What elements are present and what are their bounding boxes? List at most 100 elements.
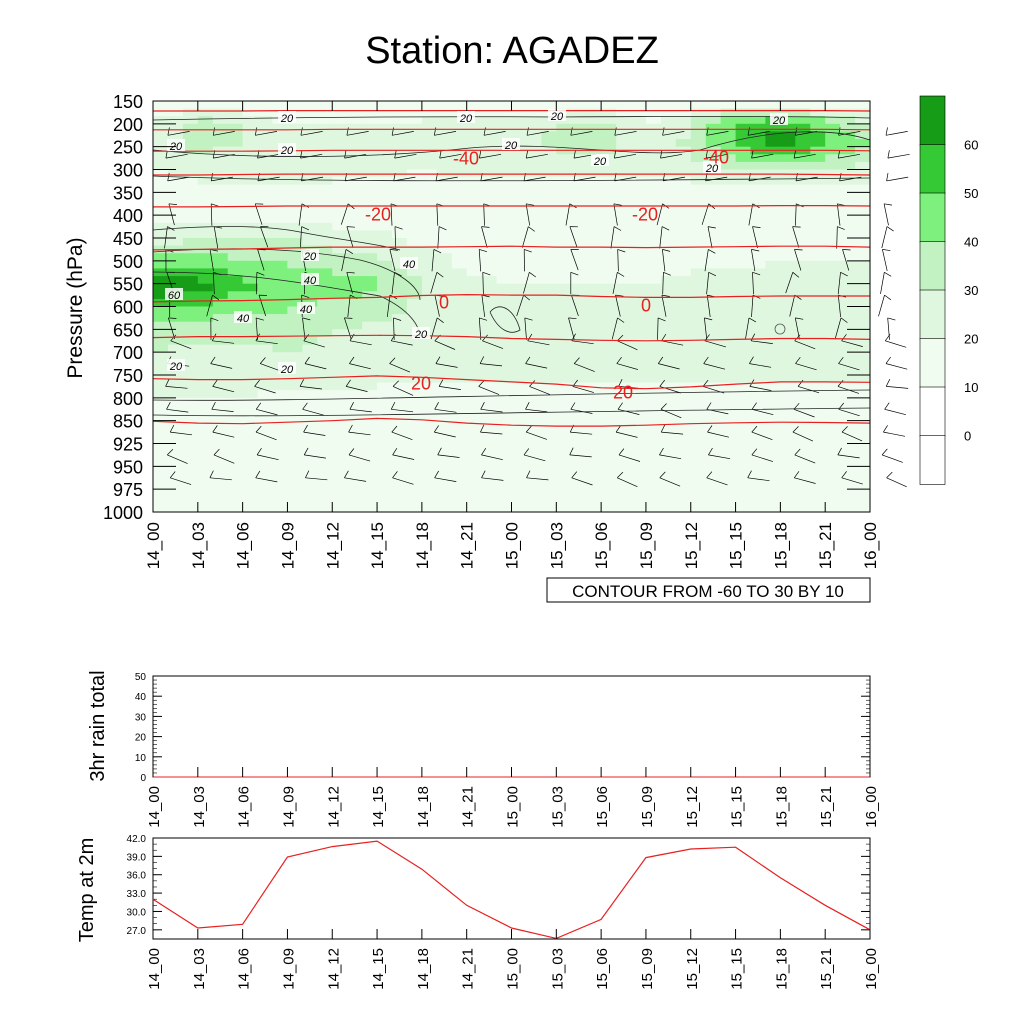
fill-cell — [840, 131, 856, 140]
temperature-frame — [152, 837, 871, 940]
fill-cell — [660, 215, 677, 224]
wind-barb-flag — [479, 249, 488, 253]
wind-barb-shaft — [659, 226, 663, 249]
fill-cell — [212, 260, 229, 269]
wind-barb-flag — [526, 203, 535, 206]
fill-cell — [167, 192, 184, 201]
fill-cell — [167, 504, 184, 513]
fill-cell — [780, 245, 796, 254]
fill-cell — [362, 123, 378, 132]
fill-cell — [795, 207, 811, 216]
fill-cell — [541, 123, 557, 132]
wind-barb-flag — [617, 402, 623, 410]
wind-barb-shaft — [170, 477, 192, 485]
fill-cell — [406, 108, 423, 117]
wind-barb-shaft — [255, 131, 278, 136]
fill-cell — [421, 489, 438, 498]
wind-barb-shaft — [836, 226, 838, 249]
fill-cell — [541, 161, 557, 171]
fill-cell — [272, 428, 288, 437]
fill-cell — [556, 177, 572, 186]
fill-cell — [212, 352, 229, 361]
wind-barb-shaft — [881, 226, 888, 249]
fill-cell — [302, 352, 318, 361]
fill-cell — [855, 382, 871, 391]
fill-cell — [197, 108, 214, 117]
fill-cell — [451, 352, 468, 361]
fill-cell — [645, 352, 662, 361]
fill-cell — [496, 413, 513, 422]
wind-barb-shaft — [706, 153, 728, 159]
wind-barb-shaft — [610, 226, 615, 249]
fill-cell — [571, 276, 587, 285]
wind-barb-flag — [527, 333, 533, 341]
fill-cell — [810, 314, 826, 323]
fill-cell — [690, 298, 707, 308]
fill-cell — [616, 101, 632, 110]
fill-cell — [347, 397, 363, 406]
wind-barb-flag — [708, 447, 713, 456]
fill-cell — [392, 154, 408, 163]
fill-cell — [705, 314, 722, 323]
fill-cell — [720, 466, 737, 475]
fill-cell — [750, 230, 766, 239]
fill-cell — [511, 306, 527, 315]
fill-cell — [825, 230, 841, 239]
fill-cell — [466, 504, 483, 513]
fill-cell — [481, 253, 498, 262]
fill-cell — [810, 428, 826, 437]
wind-barb-flag — [170, 334, 177, 342]
fill-cell — [227, 230, 244, 239]
fill-cell — [257, 253, 274, 262]
fill-cell — [810, 222, 826, 231]
fill-cell — [765, 184, 781, 193]
fill-cell — [197, 451, 214, 460]
fill-cell — [720, 344, 737, 353]
fill-cell — [377, 413, 393, 422]
fill-cell — [810, 473, 826, 483]
wind-barb-shaft — [662, 131, 685, 136]
fill-cell — [287, 283, 303, 292]
fill-cell — [406, 306, 423, 315]
fill-cell — [526, 116, 542, 125]
wind-barb-shaft — [834, 317, 842, 340]
fill-cell — [451, 473, 468, 483]
temperature-panel: 42.039.036.033.030.027.014_00 14_03 14_06 1… — [76, 834, 880, 990]
fill-cell — [212, 397, 229, 406]
fill-cell — [795, 116, 811, 125]
fill-cell — [227, 245, 244, 254]
fill-cell — [421, 367, 438, 376]
fill-cell — [690, 458, 707, 467]
fill-cell — [436, 458, 453, 467]
wind-barb-shaft — [524, 317, 527, 340]
wind-barb-shaft — [707, 226, 713, 249]
fill-cell — [660, 314, 677, 323]
fill-cell — [631, 413, 647, 422]
fill-cell — [616, 496, 632, 505]
fill-cell — [571, 123, 587, 132]
fill-cell — [511, 260, 527, 269]
fill-cell — [257, 101, 274, 110]
contour-label: 20 — [772, 115, 786, 127]
fill-cell — [795, 435, 811, 445]
fill-cell — [556, 466, 572, 475]
fill-cell — [212, 405, 229, 414]
fill-cell — [705, 481, 722, 490]
fill-cell — [526, 458, 542, 467]
fill-cell — [377, 443, 393, 452]
time-tick-label: 14_15 — [370, 786, 387, 828]
wind-barb-flag — [169, 424, 175, 433]
fill-cell — [197, 199, 214, 209]
fill-cell — [720, 390, 737, 399]
fill-cell — [197, 458, 214, 467]
fill-cell — [720, 131, 737, 140]
fill-cell — [795, 504, 811, 513]
fill-cell — [377, 496, 393, 505]
wind-barb-flag — [707, 226, 716, 229]
fill-cell — [362, 139, 378, 148]
fill-cell — [840, 230, 856, 239]
wind-barb-flag — [751, 249, 760, 252]
fill-cell — [302, 238, 318, 247]
fill-cell — [571, 413, 587, 422]
